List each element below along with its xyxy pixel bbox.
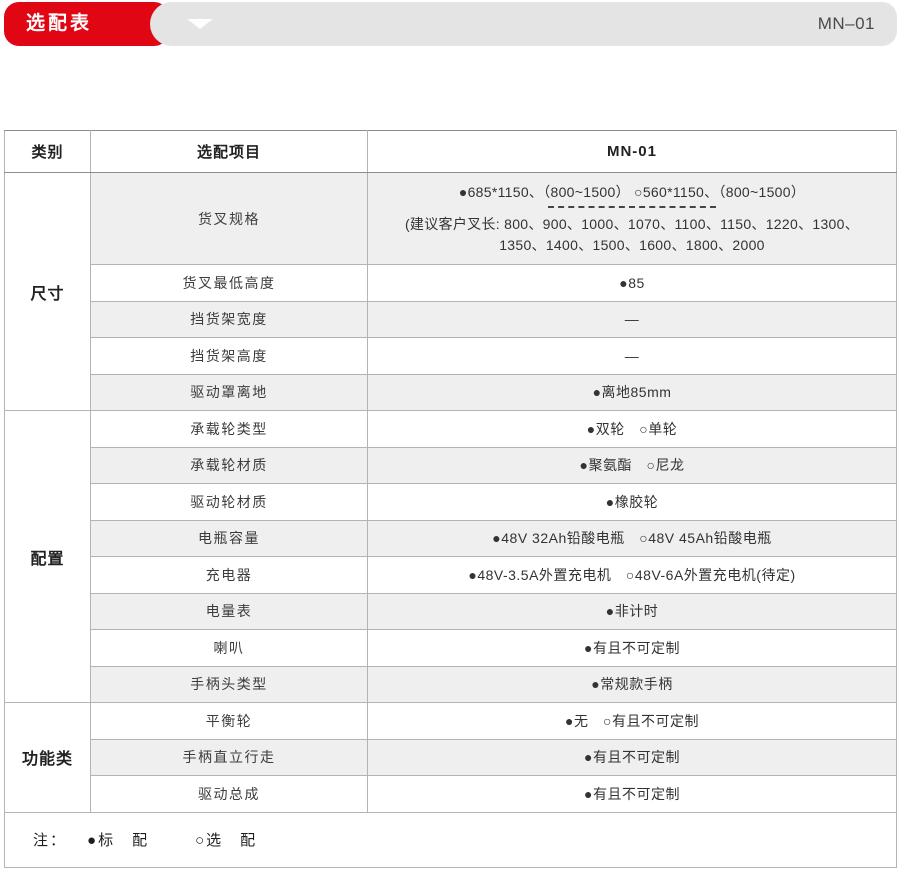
- title-ribbon: [4, 2, 169, 46]
- note-label: 注：: [33, 832, 68, 849]
- option-value: ●85: [367, 264, 897, 302]
- col-header-model: MN-01: [367, 130, 897, 173]
- option-value: ●685*1150、（800~1500） ○560*1150、（800~1500…: [367, 172, 897, 265]
- table-row: 驱动轮材质 ●橡胶轮: [5, 483, 897, 521]
- fork-spec-line1: ●685*1150、（800~1500） ○560*1150、（800~1500…: [458, 184, 806, 201]
- table-row: 配置 承载轮类型 ●双轮 ○单轮: [4, 410, 897, 703]
- item-label: 手柄直立行走: [90, 738, 368, 776]
- category-label: 配置: [4, 410, 91, 703]
- option-value: ●聚氨酯 ○尼龙: [367, 446, 897, 484]
- option-value: ●无 ○有且不可定制: [367, 702, 897, 740]
- table-row: 尺寸 货叉规格 ●685*1150、（800~1500） ○560*1150、（…: [4, 172, 897, 411]
- item-label: 电瓶容量: [90, 519, 368, 557]
- item-label: 驱动总成: [90, 775, 368, 813]
- option-value: —: [367, 337, 897, 375]
- category-label: 尺寸: [4, 172, 91, 411]
- category-label: 功能类: [4, 702, 91, 813]
- item-label: 挡货架高度: [90, 337, 368, 375]
- option-value: ●有且不可定制: [367, 738, 897, 776]
- triangle-down-icon: [187, 19, 213, 29]
- legend-standard: ●标 配: [87, 832, 150, 849]
- header-banner: 选配表 MN–01: [0, 2, 900, 48]
- table-row: 驱动罩离地 ●离地85mm: [5, 373, 897, 411]
- item-label: 驱动罩离地: [90, 373, 368, 411]
- col-header-category: 类别: [4, 130, 91, 173]
- item-label: 手柄头类型: [90, 665, 368, 703]
- table-row: 货叉最低高度 ●85: [5, 264, 897, 302]
- dashed-divider: [548, 206, 716, 209]
- option-value: ●离地85mm: [367, 373, 897, 411]
- model-ribbon: [150, 2, 897, 46]
- table-row: 驱动总成 ●有且不可定制: [5, 775, 897, 813]
- item-label: 货叉最低高度: [90, 264, 368, 302]
- table-row: 喇叭 ●有且不可定制: [5, 629, 897, 667]
- option-value: ●48V-3.5A外置充电机 ○48V-6A外置充电机(待定): [367, 556, 897, 594]
- item-label: 电量表: [90, 592, 368, 630]
- item-label: 货叉规格: [90, 172, 368, 265]
- options-table-container: 类别 选配项目 MN-01 尺寸 货叉规格 ●685*1150、（800~150…: [4, 130, 897, 868]
- table-row: 挡货架高度 —: [5, 337, 897, 375]
- model-code: MN–01: [817, 14, 875, 33]
- item-label: 承载轮类型: [90, 410, 368, 448]
- option-value: —: [367, 300, 897, 338]
- table-row: 功能类 平衡轮 ●无 ○有且不可定制: [4, 702, 897, 813]
- legend-note: 注： ●标 配 ○选 配: [4, 811, 897, 868]
- item-label: 喇叭: [90, 629, 368, 667]
- header-row: 类别 选配项目 MN-01: [4, 130, 897, 173]
- table-row: 手柄直立行走 ●有且不可定制: [5, 738, 897, 776]
- option-value: ●有且不可定制: [367, 775, 897, 813]
- options-table: 类别 选配项目 MN-01 尺寸 货叉规格 ●685*1150、（800~150…: [4, 130, 897, 868]
- item-label: 平衡轮: [90, 702, 368, 740]
- fork-spec-line2: (建议客户叉长: 800、900、1000、1070、1100、1150、122…: [404, 216, 860, 253]
- col-header-item: 选配项目: [90, 130, 368, 173]
- option-value: ●非计时: [367, 592, 897, 630]
- page-title: 选配表: [26, 13, 93, 34]
- legend-optional: ○选 配: [195, 832, 258, 849]
- table-row: 电量表 ●非计时: [5, 592, 897, 630]
- item-label: 挡货架宽度: [90, 300, 368, 338]
- table-row: 承载轮材质 ●聚氨酯 ○尼龙: [5, 446, 897, 484]
- table-row: 电瓶容量 ●48V 32Ah铅酸电瓶 ○48V 45Ah铅酸电瓶: [5, 519, 897, 557]
- option-value: ●48V 32Ah铅酸电瓶 ○48V 45Ah铅酸电瓶: [367, 519, 897, 557]
- item-label: 承载轮材质: [90, 446, 368, 484]
- item-label: 驱动轮材质: [90, 483, 368, 521]
- option-value: ●橡胶轮: [367, 483, 897, 521]
- item-label: 充电器: [90, 556, 368, 594]
- option-value: ●双轮 ○单轮: [367, 410, 897, 448]
- table-row: 挡货架宽度 —: [5, 300, 897, 338]
- option-value: ●常规款手柄: [367, 665, 897, 703]
- table-row: 充电器 ●48V-3.5A外置充电机 ○48V-6A外置充电机(待定): [5, 556, 897, 594]
- table-row: 手柄头类型 ●常规款手柄: [5, 665, 897, 703]
- note-row: 注： ●标 配 ○选 配: [4, 811, 897, 868]
- option-value: ●有且不可定制: [367, 629, 897, 667]
